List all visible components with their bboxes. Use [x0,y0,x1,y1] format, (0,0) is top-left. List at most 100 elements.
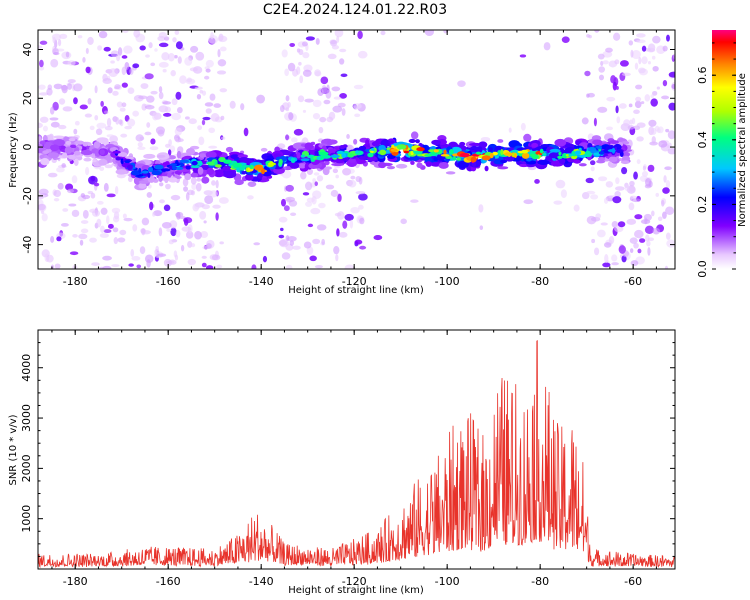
noise-speck [348,179,357,188]
noise-speck [174,127,183,136]
noise-speck [112,227,119,233]
noise-speck [614,59,620,65]
noise-speck [187,240,193,248]
noise-speck [581,117,589,125]
ridge-core [500,149,504,156]
noise-speck [46,254,54,263]
noise-speck [146,192,153,198]
noise-speck [349,219,354,229]
noise-speck [612,196,622,204]
noise-speck [657,126,664,134]
noise-speck [217,59,227,67]
noise-speck [128,263,134,267]
ridge-core [233,163,242,167]
noise-speck [127,87,135,95]
noise-speck [639,238,646,243]
ridge-blob [138,182,147,189]
ridge-blob [386,154,396,159]
noise-speck [664,166,672,171]
noise-speck [219,88,228,93]
spectrogram-ytick-label: -20 [21,187,34,205]
noise-speck [102,255,112,261]
noise-speck [211,180,216,186]
noise-speck [338,231,348,238]
noise-speck [321,85,327,94]
ridge-core [428,149,434,152]
noise-speck [117,47,123,56]
noise-speck [288,112,294,121]
noise-speck [41,213,48,222]
noise-speck [213,103,222,108]
ridge-core [347,153,355,158]
ridge-blob [324,160,330,166]
noise-speck [323,99,331,105]
noise-speck [78,233,88,240]
noise-speck [650,94,654,99]
ridge-blob [609,140,619,145]
noise-speck [508,127,512,133]
noise-speck [631,198,641,203]
noise-speck [479,225,484,231]
noise-speck [302,69,312,77]
noise-speck [139,136,145,141]
noise-speck [150,138,156,145]
ridge-core [475,151,481,155]
noise-speck [359,217,365,225]
ridge-blob [431,139,441,146]
ridge-core [241,165,252,168]
noise-speck [358,193,368,201]
colorbar-tick-label: 0.4 [696,131,709,149]
noise-speck [82,209,89,219]
noise-speck [646,47,656,53]
snr-xtick-label: -180 [63,575,88,588]
noise-speck [666,239,675,248]
noise-speck [154,48,158,52]
noise-speck [162,68,167,73]
ridge-blob [365,139,370,145]
noise-speck [159,199,165,204]
noise-speck [614,186,625,191]
ridge-blob [74,140,85,145]
noise-speck [305,201,313,207]
noise-speck [650,127,657,135]
noise-speck [158,61,169,68]
noise-speck [68,203,77,207]
noise-speck [312,99,322,108]
ridge-core [433,149,439,153]
noise-speck [165,183,171,190]
ridge-core [598,151,605,155]
noise-speck [174,254,179,261]
noise-speck [53,189,62,198]
noise-speck [181,226,192,232]
ridge-blob [99,149,105,156]
noise-speck [219,46,227,52]
ridge-core [341,152,347,159]
noise-speck [131,256,141,261]
noise-speck [655,192,660,197]
noise-speck [123,217,133,222]
noise-speck [598,66,606,73]
noise-speck [325,184,335,190]
noise-speck [280,198,287,207]
noise-speck [662,45,668,52]
noise-speck [332,105,343,113]
noise-speck [218,197,229,204]
noise-speck [62,208,69,212]
noise-speck [96,200,104,205]
noise-speck [87,36,94,45]
ridge-core [521,149,529,154]
noise-speck [606,96,616,102]
noise-speck [647,61,651,65]
noise-speck [98,30,108,39]
spectrogram-xtick-label: -120 [342,275,367,288]
noise-speck [65,51,70,58]
noise-speck [652,35,661,44]
ridge-blob [578,163,587,167]
ridge-blob [410,131,419,140]
spectrogram-blobs [38,30,675,269]
noise-speck [555,179,566,189]
ridge-blob [554,138,567,147]
ridge-blob [205,151,217,159]
ridge-blob [433,157,438,161]
noise-speck [67,79,76,84]
